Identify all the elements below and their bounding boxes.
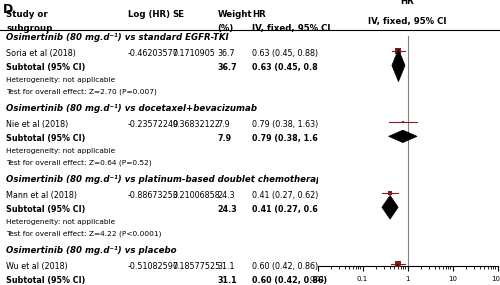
Text: HR: HR (252, 10, 266, 19)
Text: Mann et al (2018): Mann et al (2018) (6, 191, 78, 200)
Text: Heterogeneity: not applicable: Heterogeneity: not applicable (6, 219, 116, 225)
Text: Subtotal (95% CI): Subtotal (95% CI) (6, 64, 86, 72)
Text: -0.51082597: -0.51082597 (128, 262, 178, 270)
Text: subgroup: subgroup (6, 24, 53, 33)
Text: 31.1: 31.1 (218, 276, 237, 285)
Text: 0.21006858: 0.21006858 (172, 191, 220, 200)
Text: Heterogeneity: not applicable: Heterogeneity: not applicable (6, 148, 116, 154)
Text: IV, fixed, 95% CI: IV, fixed, 95% CI (368, 17, 447, 27)
Text: -0.23572249: -0.23572249 (128, 120, 178, 129)
Polygon shape (390, 264, 404, 285)
Text: Osimertinib (80 mg.d⁻¹) vs platinum-based doublet chemotherapy: Osimertinib (80 mg.d⁻¹) vs platinum-base… (6, 175, 328, 184)
Text: 0.63 (0.45, 0.88): 0.63 (0.45, 0.88) (252, 64, 328, 72)
Text: Study or: Study or (6, 10, 48, 19)
Polygon shape (382, 196, 398, 219)
Text: 7.9: 7.9 (218, 134, 232, 143)
Text: Wu et al (2018): Wu et al (2018) (6, 262, 68, 270)
Text: SE: SE (172, 10, 184, 19)
Text: 24.3: 24.3 (218, 191, 235, 200)
Text: Osimertinib (80 mg.d⁻¹) vs standard EGFR-TKI: Osimertinib (80 mg.d⁻¹) vs standard EGFR… (6, 33, 229, 42)
Text: D: D (2, 3, 13, 16)
Text: Subtotal (95% CI): Subtotal (95% CI) (6, 276, 86, 285)
Text: 31.1: 31.1 (218, 262, 235, 270)
Text: Weight: Weight (218, 10, 252, 19)
Text: Test for overall effect: Z=2.70 (P=0.007): Test for overall effect: Z=2.70 (P=0.007… (6, 88, 158, 95)
Text: 0.60 (0.42, 0.86): 0.60 (0.42, 0.86) (252, 262, 318, 270)
Text: Osimertinib (80 mg.d⁻¹) vs docetaxel+bevacizumab: Osimertinib (80 mg.d⁻¹) vs docetaxel+bev… (6, 104, 258, 113)
Text: 36.7: 36.7 (218, 49, 235, 58)
Text: 0.41 (0.27, 0.62): 0.41 (0.27, 0.62) (252, 205, 328, 214)
Text: Log (HR): Log (HR) (128, 10, 170, 19)
Text: Nie et al (2018): Nie et al (2018) (6, 120, 69, 129)
Text: -0.46203577: -0.46203577 (128, 49, 178, 58)
Text: Test for overall effect: Z=0.64 (P=0.52): Test for overall effect: Z=0.64 (P=0.52) (6, 159, 152, 166)
Text: 0.79 (0.38, 1.63): 0.79 (0.38, 1.63) (252, 134, 328, 143)
Text: (%): (%) (218, 24, 234, 33)
Text: 7.9: 7.9 (218, 120, 230, 129)
Text: -0.88673253: -0.88673253 (128, 191, 178, 200)
Text: Subtotal (95% CI): Subtotal (95% CI) (6, 134, 86, 143)
Text: 0.79 (0.38, 1.63): 0.79 (0.38, 1.63) (252, 120, 319, 129)
Text: HR: HR (400, 0, 414, 6)
Text: 0.36832122: 0.36832122 (172, 120, 220, 129)
Text: 0.18577525: 0.18577525 (172, 262, 221, 270)
Polygon shape (392, 49, 405, 82)
Text: 24.3: 24.3 (218, 205, 238, 214)
Text: 0.63 (0.45, 0.88): 0.63 (0.45, 0.88) (252, 49, 318, 58)
Text: 0.41 (0.27, 0.62): 0.41 (0.27, 0.62) (252, 191, 319, 200)
Text: Subtotal (95% CI): Subtotal (95% CI) (6, 205, 86, 214)
Polygon shape (388, 130, 417, 142)
Text: Soria et al (2018): Soria et al (2018) (6, 49, 76, 58)
Text: 36.7: 36.7 (218, 64, 237, 72)
Text: IV, fixed, 95% CI: IV, fixed, 95% CI (252, 24, 331, 33)
Text: Heterogeneity: not applicable: Heterogeneity: not applicable (6, 77, 116, 83)
Text: Osimertinib (80 mg.d⁻¹) vs placebo: Osimertinib (80 mg.d⁻¹) vs placebo (6, 246, 177, 255)
Text: 0.60 (0.42, 0.86): 0.60 (0.42, 0.86) (252, 276, 328, 285)
Text: Test for overall effect: Z=4.22 (P<0.0001): Test for overall effect: Z=4.22 (P<0.000… (6, 230, 162, 237)
Text: 0.1710905: 0.1710905 (172, 49, 216, 58)
